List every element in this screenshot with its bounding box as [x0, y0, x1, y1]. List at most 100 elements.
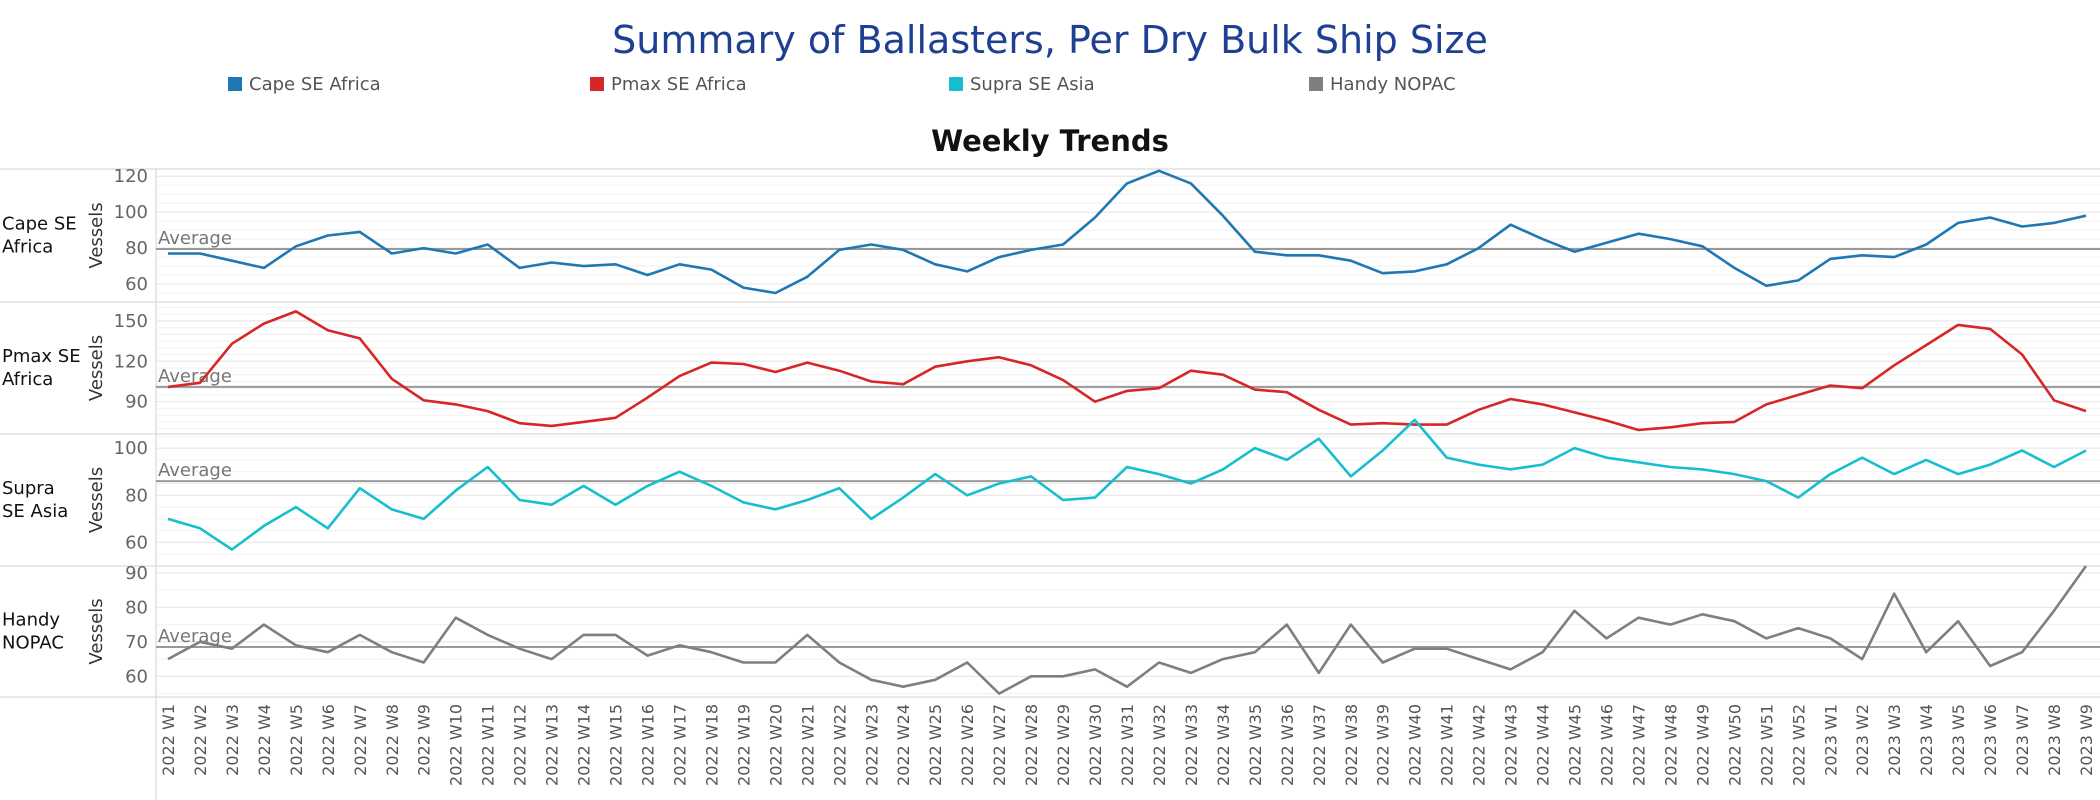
supra-se-asia-row-header: Supra SE Asia	[2, 478, 68, 522]
legend-item-pmax-se-africa[interactable]: Pmax SE Africa	[590, 74, 747, 95]
x-tick-label: 2023 W6	[1981, 704, 2000, 776]
x-tick-label: 2022 W36	[1278, 704, 1297, 786]
x-tick-label: 2022 W3	[223, 704, 242, 776]
cape-se-africa-average-label: Average	[158, 228, 232, 249]
supra-se-asia-series-line	[167, 418, 2087, 551]
x-tick-label: 2022 W25	[926, 704, 945, 786]
x-tick-label: 2022 W10	[447, 704, 466, 786]
x-tick-label: 2023 W1	[1821, 704, 1840, 776]
x-tick-label: 2022 W50	[1725, 704, 1744, 786]
x-tick-label: 2023 W4	[1917, 704, 1936, 776]
x-tick-label: 2023 W2	[1853, 704, 1872, 776]
x-tick-label: 2022 W12	[511, 704, 530, 786]
legend-item-supra-se-asia[interactable]: Supra SE Asia	[949, 74, 1095, 95]
cape-se-africa-y-tick-label: 60	[125, 274, 148, 295]
x-tick-label: 2023 W7	[2013, 704, 2032, 776]
chart-subtitle: Weekly Trends	[931, 124, 1169, 158]
handy-nopac-y-tick-label: 60	[125, 666, 148, 687]
x-tick-label: 2022 W5	[287, 704, 306, 776]
x-tick-label: 2022 W33	[1182, 704, 1201, 786]
supra-se-asia-y-tick-label: 80	[125, 485, 148, 506]
legend-label: Cape SE Africa	[249, 74, 381, 95]
x-tick-label: 2022 W14	[575, 704, 594, 786]
cape-se-africa-row-header: Cape SE Africa	[2, 214, 77, 258]
cape-se-africa-series-line	[168, 169, 2087, 295]
x-tick-label: 2022 W8	[383, 704, 402, 776]
x-tick-label: 2022 W4	[255, 704, 274, 776]
handy-nopac-y-tick-label: 90	[125, 563, 148, 584]
x-tick-label: 2022 W51	[1757, 704, 1776, 786]
cape-se-africa-y-tick-label: 120	[114, 168, 148, 187]
cape-se-africa-y-axis-title: Vessels	[86, 202, 107, 268]
x-tick-label: 2022 W48	[1661, 704, 1680, 786]
handy-nopac-average-label: Average	[158, 626, 232, 647]
handy-nopac-y-tick-label: 70	[125, 632, 148, 653]
x-tick-label: 2022 W24	[894, 704, 913, 786]
x-tick-label: 2022 W40	[1406, 704, 1425, 786]
x-tick-label: 2022 W47	[1630, 704, 1649, 786]
x-tick-label: 2022 W35	[1246, 704, 1265, 786]
x-tick-label: 2022 W17	[671, 704, 690, 786]
x-tick-label: 2022 W27	[990, 704, 1009, 786]
x-tick-label: 2022 W29	[1054, 704, 1073, 786]
x-tick-label: 2022 W13	[543, 704, 562, 786]
legend-swatch-icon	[949, 77, 963, 91]
weekly-trends-chart: 60 80 100 120 Cape SE Africa Vessels Average 90 1…	[0, 168, 2100, 800]
legend-label: Supra SE Asia	[970, 74, 1095, 95]
x-tick-label: 2022 W45	[1566, 704, 1585, 786]
x-tick-label: 2022 W15	[607, 704, 626, 786]
pmax-se-africa-series-line	[167, 310, 2087, 432]
x-tick-label: 2023 W9	[2077, 704, 2096, 776]
x-tick-label: 2022 W37	[1310, 704, 1329, 786]
x-tick-label: 2022 W20	[766, 704, 785, 786]
x-tick-label: 2022 W28	[1022, 704, 1041, 786]
pmax-se-africa-y-axis-title: Vessels	[86, 335, 107, 401]
x-tick-label: 2022 W46	[1598, 704, 1617, 786]
pmax-se-africa-average-label: Average	[158, 366, 232, 387]
x-tick-label: 2022 W1	[159, 704, 178, 776]
x-tick-label: 2022 W44	[1534, 704, 1553, 786]
x-tick-label: 2022 W42	[1470, 704, 1489, 786]
legend-label: Pmax SE Africa	[611, 74, 747, 95]
x-tick-label: 2022 W49	[1693, 704, 1712, 786]
x-tick-label: 2022 W22	[830, 704, 849, 786]
x-tick-label: 2022 W38	[1342, 704, 1361, 786]
x-tick-label: 2022 W23	[862, 704, 881, 786]
supra-se-asia-y-tick-label: 60	[125, 532, 148, 553]
x-tick-label: 2023 W8	[2045, 704, 2064, 776]
legend-swatch-icon	[1309, 77, 1323, 91]
legend-label: Handy NOPAC	[1330, 74, 1456, 95]
x-tick-label: 2022 W6	[319, 704, 338, 776]
handy-nopac-y-axis-title: Vessels	[86, 598, 107, 664]
x-tick-label: 2022 W43	[1502, 704, 1521, 786]
legend-item-cape-se-africa[interactable]: Cape SE Africa	[228, 74, 381, 95]
cape-se-africa-y-tick-label: 100	[114, 202, 148, 223]
x-tick-label: 2023 W5	[1949, 704, 1968, 776]
handy-nopac-series-line	[167, 565, 2088, 695]
legend-item-handy-nopac[interactable]: Handy NOPAC	[1309, 74, 1456, 95]
x-tick-label: 2022 W30	[1086, 704, 1105, 786]
x-tick-label: 2022 W32	[1150, 704, 1169, 786]
x-tick-label: 2022 W39	[1374, 704, 1393, 786]
x-tick-label: 2022 W9	[415, 704, 434, 776]
handy-nopac-row-header: Handy NOPAC	[2, 610, 64, 654]
x-tick-label: 2022 W34	[1214, 704, 1233, 786]
handy-nopac-y-tick-label: 80	[125, 597, 148, 618]
supra-se-asia-average-label: Average	[158, 460, 232, 481]
legend-swatch-icon	[590, 77, 604, 91]
x-tick-label: 2023 W3	[1885, 704, 1904, 776]
x-tick-label: 2022 W21	[798, 704, 817, 786]
supra-se-asia-y-tick-label: 100	[114, 438, 148, 459]
pmax-se-africa-y-tick-label: 120	[114, 351, 148, 372]
x-tick-label: 2022 W16	[639, 704, 658, 786]
x-tick-label: 2022 W19	[734, 704, 753, 786]
x-tick-label: 2022 W11	[479, 704, 498, 786]
x-tick-label: 2022 W18	[702, 704, 721, 786]
pmax-se-africa-y-tick-label: 90	[125, 392, 148, 413]
x-tick-label: 2022 W26	[958, 704, 977, 786]
pmax-se-africa-row-header: Pmax SE Africa	[2, 346, 81, 390]
supra-se-asia-y-axis-title: Vessels	[86, 467, 107, 533]
legend: Cape SE Africa Pmax SE Africa Supra SE A…	[228, 74, 1928, 100]
cape-se-africa-y-tick-label: 80	[125, 238, 148, 259]
pmax-se-africa-y-tick-label: 150	[114, 311, 148, 332]
